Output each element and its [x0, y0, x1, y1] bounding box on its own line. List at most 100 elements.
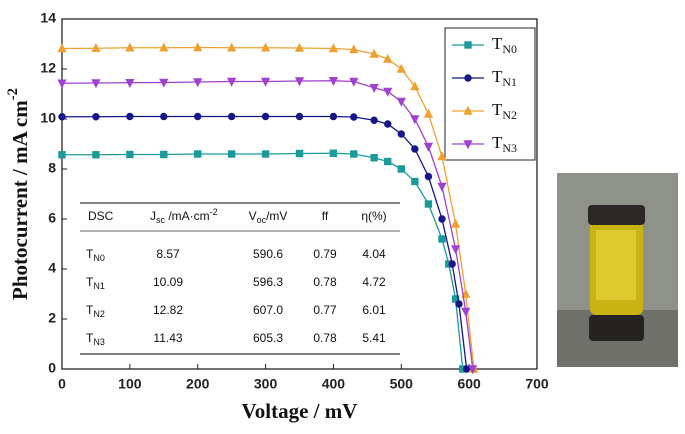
marker: [396, 97, 406, 107]
marker: [92, 151, 100, 159]
marker: [450, 245, 461, 255]
marker: [464, 74, 472, 82]
legend-name-sub: N3: [502, 141, 517, 155]
table-header: Voc/mV: [249, 209, 288, 225]
marker: [57, 79, 67, 89]
plot-frame: [61, 18, 538, 370]
legend-label: TN0: [492, 34, 517, 56]
y-tick-label: 14: [40, 10, 56, 26]
marker: [397, 130, 405, 138]
marker: [350, 150, 358, 158]
legend-name: T: [492, 34, 503, 53]
series: [57, 42, 479, 373]
legend-name: T: [492, 133, 503, 152]
marker: [126, 112, 134, 121]
table-header-after: /mV: [266, 209, 287, 223]
table-header: DSC: [88, 209, 114, 223]
table-cell: 0.78: [313, 275, 337, 289]
marker: [58, 151, 66, 159]
table-row-label-sub: N1: [93, 281, 105, 291]
legend-name-sub: N1: [502, 75, 517, 89]
marker: [294, 77, 305, 87]
x-tick-label: 0: [58, 376, 66, 392]
y-axis-title-main: Photocurrent / mA cm: [8, 100, 32, 300]
marker: [410, 115, 420, 125]
marker: [193, 78, 203, 88]
marker: [194, 150, 202, 158]
table-header-text: J: [150, 209, 156, 223]
marker: [260, 42, 271, 52]
table-row-label-text: T: [86, 331, 94, 345]
marker: [261, 150, 270, 158]
marker: [261, 112, 270, 121]
table-row-label-sub: N3: [93, 337, 105, 347]
table-cell: 0.77: [313, 303, 337, 317]
marker: [227, 42, 237, 52]
marker: [463, 105, 473, 115]
marker: [125, 79, 135, 89]
table-row-label: TN2: [86, 303, 105, 319]
marker: [424, 172, 433, 181]
marker: [461, 307, 471, 317]
marker: [328, 77, 339, 87]
marker: [461, 288, 471, 298]
table-row-label: TN0: [86, 247, 105, 263]
marker: [159, 78, 169, 88]
legend-label: TN2: [492, 100, 517, 122]
y-tick-label: 10: [40, 110, 56, 126]
table-header-after: /mA·cm: [165, 209, 210, 223]
marker: [410, 81, 420, 91]
marker: [369, 84, 379, 94]
vial-base: [589, 315, 644, 341]
table-header: η(%): [361, 209, 386, 223]
table-cell: 10.09: [153, 275, 183, 289]
marker: [194, 112, 202, 121]
y-tick-label: 2: [48, 310, 56, 326]
marker: [437, 182, 447, 192]
x-tick-label: 500: [390, 376, 414, 392]
table-header-sub: oc: [257, 215, 267, 225]
table-row-label-text: T: [86, 275, 94, 289]
marker: [159, 42, 169, 52]
y-tick-label: 8: [48, 160, 56, 176]
series: [57, 77, 478, 375]
marker: [193, 42, 203, 52]
table-cell: 590.6: [253, 247, 283, 261]
table-cell: 596.3: [253, 275, 283, 289]
series: [58, 112, 471, 373]
table-cell: 8.57: [156, 247, 180, 261]
marker: [125, 42, 135, 52]
x-axis-title: Voltage / mV: [242, 399, 358, 423]
marker: [92, 113, 100, 121]
marker: [349, 77, 359, 87]
vial-cap: [588, 205, 645, 225]
table-row-label: TN1: [86, 275, 105, 291]
x-tick-label: 400: [322, 376, 346, 392]
table-cell: 607.0: [253, 303, 283, 317]
x-tick-label: 300: [254, 376, 278, 392]
marker: [396, 63, 406, 73]
marker: [437, 151, 447, 161]
marker: [383, 87, 393, 97]
x-tick-label: 100: [118, 376, 142, 392]
x-tick-label: 600: [457, 376, 481, 392]
marker: [423, 142, 434, 152]
table-row-label-text: T: [86, 303, 94, 317]
marker: [384, 157, 392, 166]
legend-name-sub: N0: [502, 42, 517, 56]
marker: [423, 108, 434, 118]
marker: [91, 79, 101, 89]
series-line: [61, 80, 474, 370]
table-header-text: DSC: [88, 209, 114, 223]
marker: [160, 112, 168, 121]
marker: [227, 150, 236, 158]
marker: [370, 154, 378, 162]
marker: [328, 43, 339, 53]
marker: [57, 43, 67, 53]
marker: [227, 112, 236, 121]
marker: [329, 149, 338, 157]
y-tick-label: 6: [48, 210, 56, 226]
marker: [383, 53, 393, 63]
legend-name: T: [492, 100, 503, 119]
